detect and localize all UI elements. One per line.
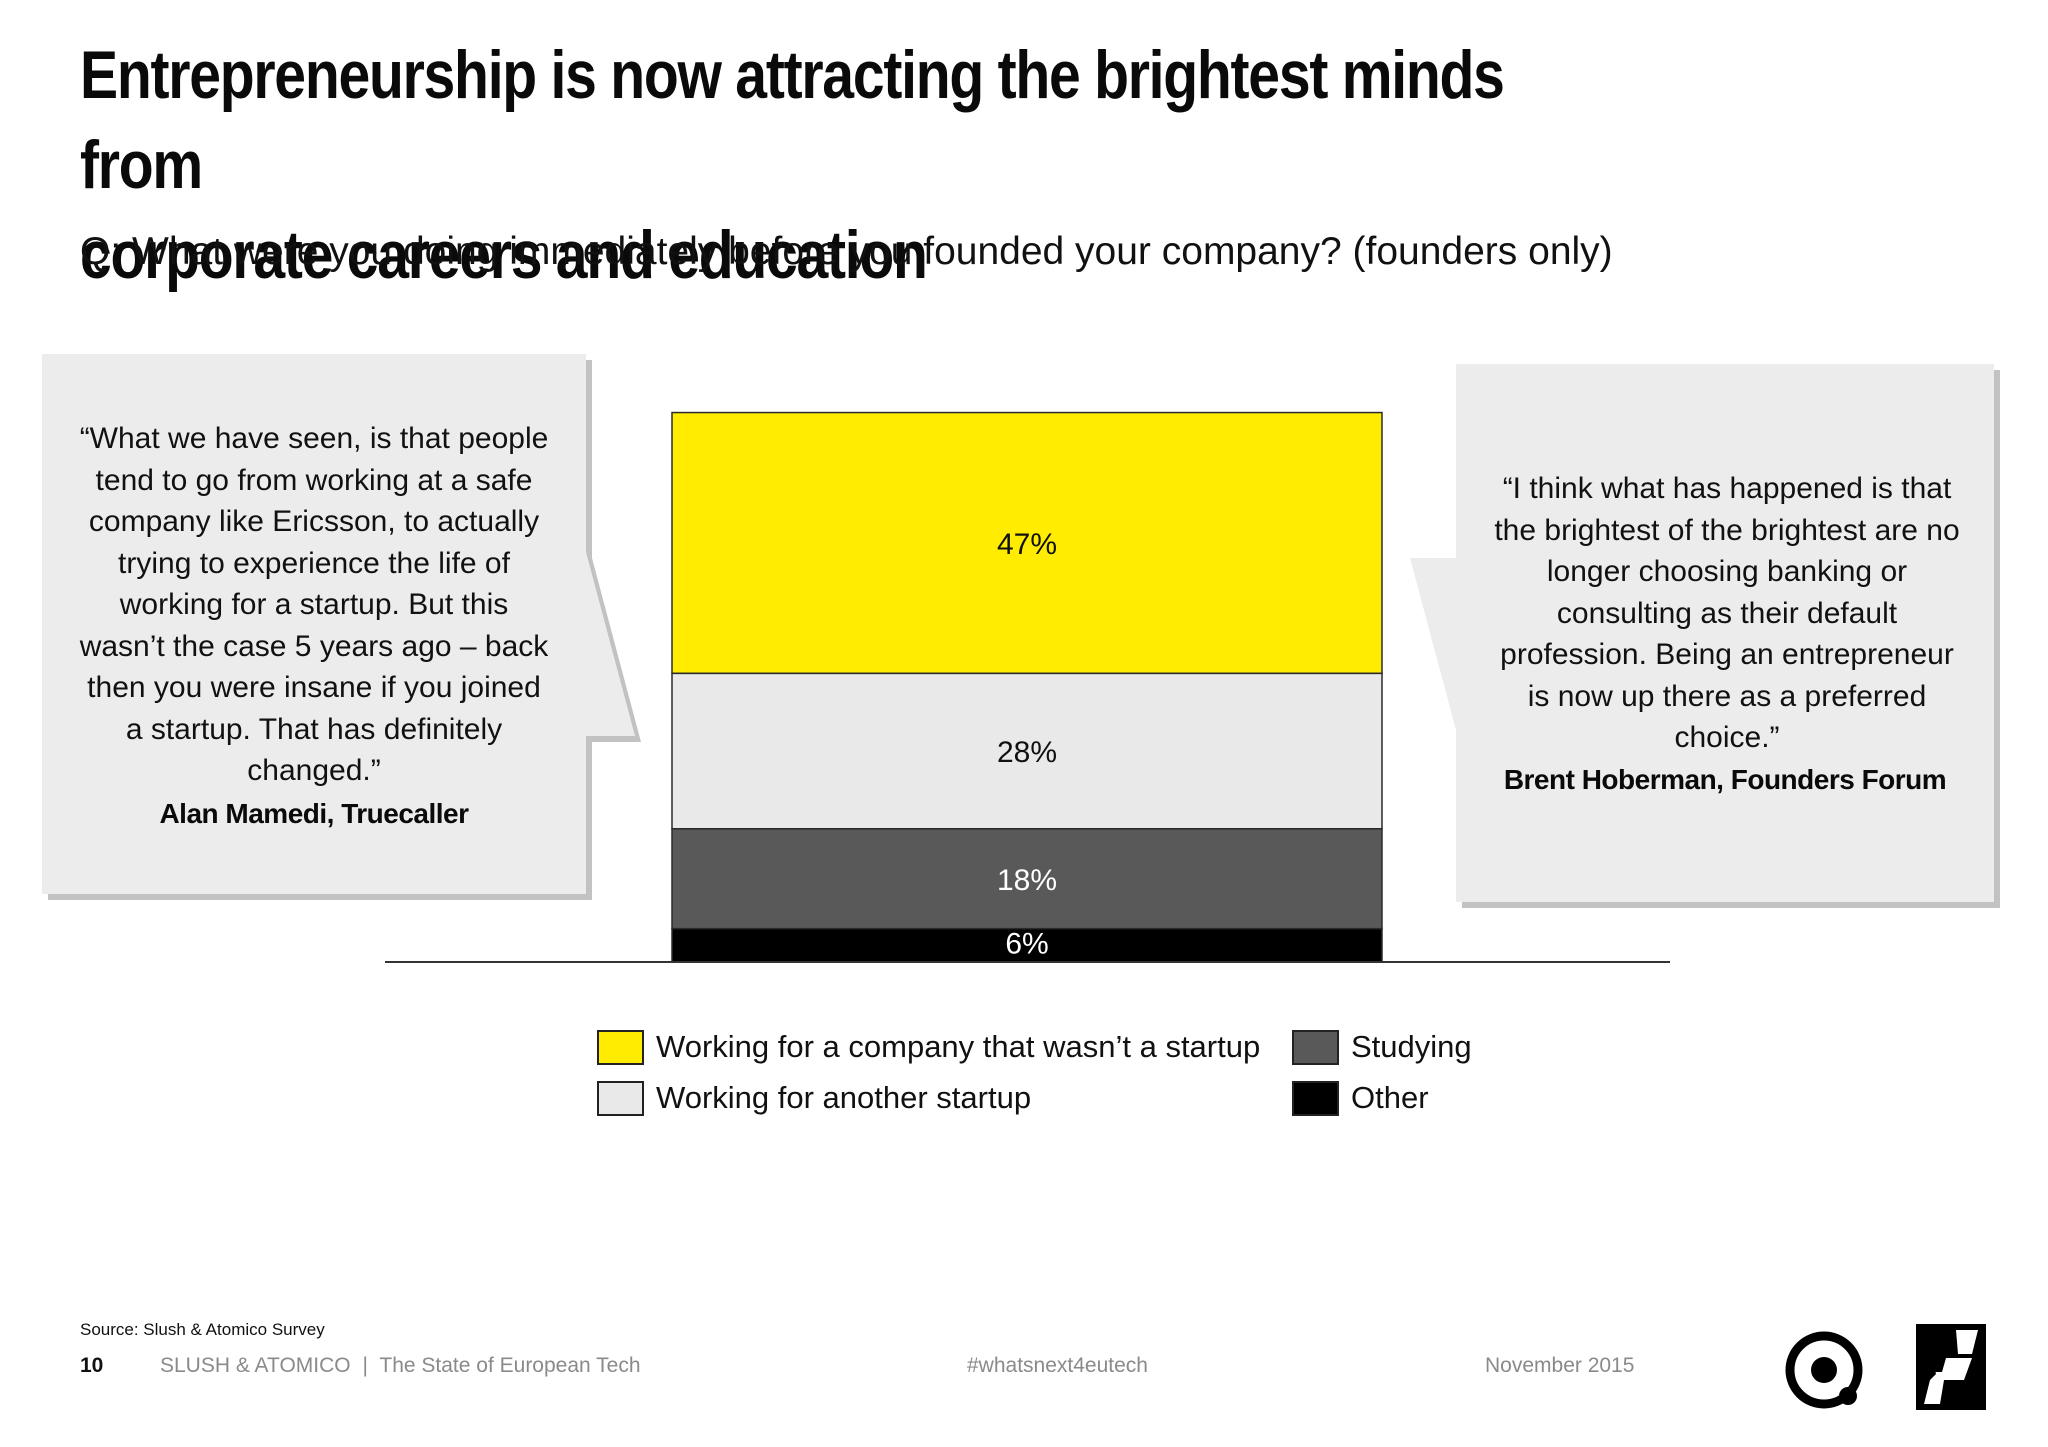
bar-segment-corporate — [671, 411, 1383, 675]
bar-segment-studying — [671, 828, 1383, 930]
source-note: Source: Slush & Atomico Survey — [80, 1320, 325, 1339]
data-label-startup: 28% — [997, 736, 1057, 769]
stacked-bar-chart: 47% 28% 18% 6% — [385, 411, 1670, 963]
legend-label-startup: Working for another startup — [656, 1080, 1032, 1115]
right-callout-shape — [1410, 364, 2000, 908]
publisher-name: SLUSH & ATOMICO — [160, 1354, 351, 1377]
footer-hashtag: #whatsnext4eutech — [967, 1354, 1148, 1377]
left-callout-shape — [42, 354, 641, 900]
legend-item-studying: Studying — [1292, 1029, 1472, 1065]
title-line-2: corporate careers and education — [80, 217, 928, 293]
slush-logo-icon — [1916, 1324, 1986, 1410]
left-quote-callout: “What we have seen, is that people tend … — [40, 352, 660, 912]
footer-date: November 2015 — [1485, 1354, 1635, 1377]
legend-swatch-studying — [1292, 1029, 1339, 1065]
publication-name: The State of European Tech — [379, 1354, 641, 1377]
right-quote-callout: “I think what has happened is that the b… — [1404, 362, 2004, 912]
bar-segment-other — [671, 927, 1383, 963]
data-label-other: 6% — [1005, 927, 1048, 960]
right-quote-author: Brent Hoberman, Founders Forum — [1503, 764, 1947, 795]
page-number: 10 — [80, 1354, 104, 1377]
data-label-studying: 18% — [997, 864, 1057, 897]
legend-item-startup: Working for another startup — [597, 1080, 1031, 1116]
legend-label-corporate: Working for a company that wasn’t a star… — [656, 1029, 1261, 1064]
footer-separator: | — [362, 1354, 368, 1377]
footer-publisher: SLUSH & ATOMICO | The State of European … — [160, 1354, 641, 1378]
page-title: Entrepreneurship is now attracting the b… — [80, 30, 1592, 300]
legend-item-corporate: Working for a company that wasn’t a star… — [597, 1029, 1260, 1065]
legend-label-other: Other — [1351, 1080, 1429, 1115]
legend-swatch-other — [1292, 1080, 1339, 1116]
title-line-1: Entrepreneurship is now attracting the b… — [80, 37, 1505, 203]
legend-label-studying: Studying — [1351, 1029, 1472, 1064]
right-quote-text: “I think what has happened is that the b… — [1494, 472, 1960, 754]
left-quote-author: Alan Mamedi, Truecaller — [159, 798, 469, 829]
bar-segment-startup — [671, 672, 1383, 830]
data-label-corporate: 47% — [997, 528, 1057, 561]
page-subtitle: Q: What were you doing immediately befor… — [80, 230, 1613, 273]
bar-group: 47% 28% 18% 6% — [671, 411, 1383, 963]
left-quote-text: “What we have seen, is that people tend … — [79, 422, 549, 787]
legend-swatch-startup — [597, 1080, 644, 1116]
atomico-logo-icon — [1785, 1331, 1863, 1409]
legend-swatch-corporate — [597, 1029, 644, 1065]
legend-item-other: Other — [1292, 1080, 1429, 1116]
